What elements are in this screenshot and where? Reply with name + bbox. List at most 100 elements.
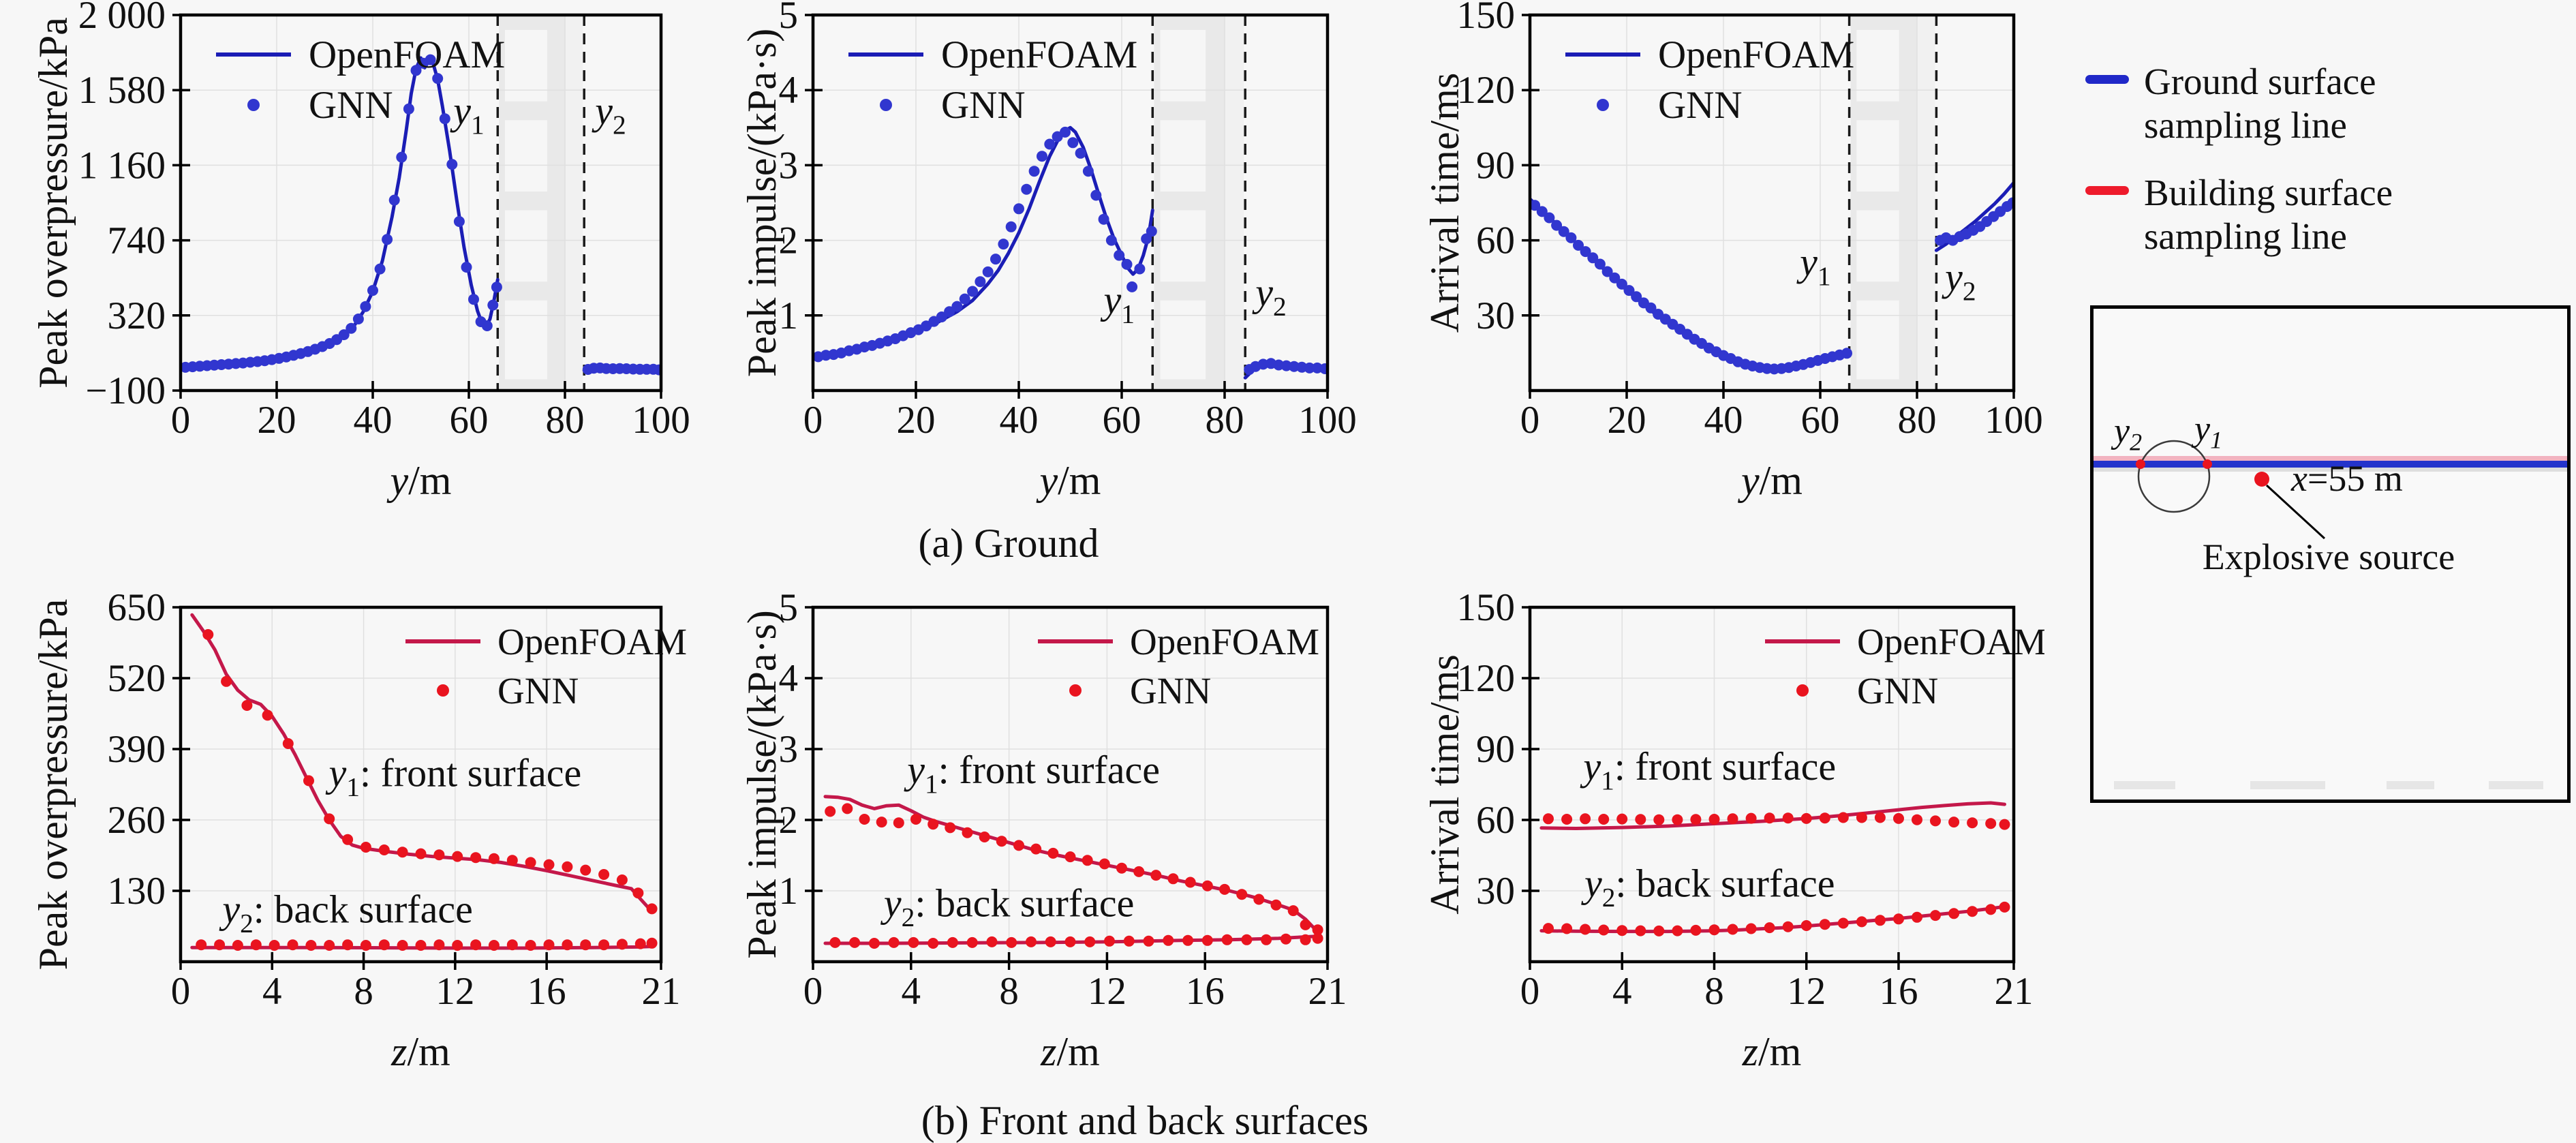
legend-label-gnn: GNN xyxy=(1658,84,1743,127)
chart-surface-arrival: 0 4 8 12 16 21 30 60 90 120 150 z/m Arrival time/ms O… xyxy=(1353,586,2046,1132)
axis-frame xyxy=(179,13,663,393)
x-tick-label: 40 xyxy=(1704,399,1743,442)
axis-frame xyxy=(1528,605,2016,964)
x-tick-label: 12 xyxy=(1088,970,1126,1013)
x-axis-label: z/m xyxy=(1742,1029,1802,1074)
x-axis-label: z/m xyxy=(1040,1029,1100,1074)
y-tick-label: 2 xyxy=(779,799,799,842)
x-tick-label: 8 xyxy=(354,970,373,1013)
x-tick-label: 20 xyxy=(1608,399,1646,442)
legend-label-gnn: GNN xyxy=(941,84,1026,127)
plot-legend: OpenFOAM GNN xyxy=(848,33,1137,127)
chart-surface-overpressure: 0 4 8 12 16 21 130 260 390 520 650 z/m Peak overpres… xyxy=(3,586,692,1132)
tick-marks xyxy=(172,14,662,399)
x-tick-label: 12 xyxy=(1787,970,1826,1013)
y-tick-label: 120 xyxy=(1457,657,1516,700)
x-tick-label: 4 xyxy=(902,970,921,1013)
y-tick-label: 5 xyxy=(779,592,799,629)
plot-legend: OpenFOAM GNN xyxy=(216,33,505,127)
x-tick-label: 60 xyxy=(450,399,489,442)
axis-frame xyxy=(811,13,1330,393)
x-tick-label: 100 xyxy=(632,399,690,442)
y-tick-label: 650 xyxy=(108,592,166,629)
ground-shadow xyxy=(2094,468,2567,472)
chart-svg-ground-arrival: 0 20 40 60 80 100 30 60 90 120 150 y/m Arrival time/… xyxy=(1422,0,2043,503)
plot-legend: OpenFOAM GNN xyxy=(1038,621,1319,712)
series-dots-gnn-back xyxy=(829,932,1323,949)
y-tick-label: 1 160 xyxy=(78,144,166,187)
x-tick-label: 16 xyxy=(1186,970,1225,1013)
legend-label-openfoam: OpenFOAM xyxy=(1658,33,1854,76)
y-tick-label: 90 xyxy=(1476,144,1515,187)
chart-ground-arrival: 0 20 40 60 80 100 30 60 90 120 150 y/m Arrival time/… xyxy=(1353,0,2044,561)
x-tick-label: 8 xyxy=(1704,970,1724,1013)
y-tick-label: 740 xyxy=(108,219,166,262)
annotation: y2: back surface xyxy=(1581,862,1835,913)
x-tick-label: 60 xyxy=(1103,399,1141,442)
x-axis-label: y/m xyxy=(1036,458,1101,503)
legend-label-openfoam: OpenFOAM xyxy=(309,33,505,76)
tick-marks xyxy=(805,606,1329,970)
x-tick-label: 0 xyxy=(1520,970,1540,1013)
x-tick-label: 0 xyxy=(803,970,823,1013)
legend-label-openfoam: OpenFOAM xyxy=(941,33,1137,76)
annotation: y2 xyxy=(1942,255,1976,306)
plot-legend: OpenFOAM GNN xyxy=(405,621,687,712)
legend-item-building-line: Building surface sampling line xyxy=(2085,171,2393,258)
chart-svg-ground-overpressure: 0 20 40 60 80 100 −100 320 740 1 160 1 580 2 000 y/m… xyxy=(31,0,690,503)
y-tick-label: 3 xyxy=(779,728,799,771)
ground-sampling-line xyxy=(2094,461,2567,468)
x-tick-label: 4 xyxy=(262,970,282,1013)
schematic-y1-label: y1 xyxy=(2194,410,2223,454)
tick-marks xyxy=(172,606,662,970)
building-band xyxy=(1850,15,1935,391)
explosive-source-label: Explosive source xyxy=(2202,536,2455,577)
y-axis-label: Peak overpressure/kPa xyxy=(31,599,76,971)
legend-label-gnn: GNN xyxy=(309,84,393,127)
annotation: y2: back surface xyxy=(880,881,1135,932)
y-axis-label: Peak impulse/(kPa·s) xyxy=(739,29,784,378)
plot-legend: OpenFOAM GNN xyxy=(1765,621,2046,712)
chart-surface-impulse: 0 4 8 12 16 21 1 2 3 4 5 z/m Peak impulse/(kPa·s) Ope… xyxy=(636,586,1358,1132)
annotation: y1 xyxy=(450,89,484,140)
x-tick-label: 80 xyxy=(546,399,585,442)
y-tick-label: 1 580 xyxy=(78,69,166,112)
x-axis-label: z/m xyxy=(390,1029,450,1074)
x-tick-label: 0 xyxy=(171,970,191,1013)
x-tick-label: 40 xyxy=(354,399,393,442)
series-dots-gnn xyxy=(813,126,1328,376)
watermark-marks xyxy=(2114,781,2543,789)
y-tick-label: 4 xyxy=(779,657,799,700)
series-dots-gnn xyxy=(181,54,661,376)
source-position-label: x=55 m xyxy=(2291,458,2403,499)
x-tick-label: 100 xyxy=(1984,399,2043,442)
x-axis-label: y/m xyxy=(1737,458,1803,503)
building-band xyxy=(499,15,583,391)
legend-item-label: Ground surface sampling line xyxy=(2144,61,2376,146)
y-axis-label: Peak overpressure/kPa xyxy=(31,17,76,388)
y-tick-label: 90 xyxy=(1476,728,1515,771)
axis-frame xyxy=(179,605,663,964)
tick-marks xyxy=(1522,606,2015,970)
legend-label-gnn: GNN xyxy=(1130,670,1211,712)
legend-item-label: Building surface sampling line xyxy=(2144,172,2393,257)
schematic-drawing xyxy=(2094,440,2567,789)
y-tick-label: 260 xyxy=(108,799,166,842)
explosive-source-dot xyxy=(2254,472,2269,487)
legend-label-gnn: GNN xyxy=(497,670,579,712)
x-tick-label: 0 xyxy=(1520,399,1540,442)
series-dots-gnn-back xyxy=(1543,901,2010,936)
x-tick-label: 80 xyxy=(1898,399,1937,442)
x-tick-label: 12 xyxy=(435,970,474,1013)
y-tick-label: 520 xyxy=(108,657,166,700)
series-dots-gnn-back xyxy=(196,937,658,951)
x-tick-label: 4 xyxy=(1612,970,1632,1013)
caption-surfaces: (b) Front and back surfaces xyxy=(921,1098,1369,1143)
x-tick-label: 60 xyxy=(1801,399,1840,442)
x-tick-label: 21 xyxy=(1995,970,2034,1013)
series-line-openfoam-front xyxy=(190,613,654,913)
pointer-line xyxy=(2265,484,2326,540)
building-band xyxy=(1154,15,1244,391)
y-tick-label: 60 xyxy=(1476,219,1515,262)
